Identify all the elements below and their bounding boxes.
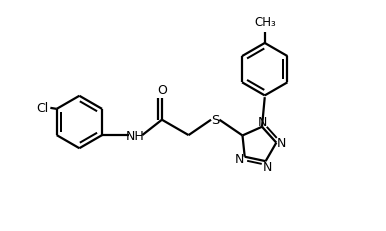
- Text: N: N: [263, 160, 272, 173]
- Text: S: S: [211, 114, 219, 127]
- Text: N: N: [276, 137, 286, 149]
- Text: Cl: Cl: [37, 102, 49, 115]
- Text: N: N: [257, 116, 267, 129]
- Text: NH: NH: [126, 129, 145, 142]
- Text: CH₃: CH₃: [254, 16, 276, 29]
- Text: N: N: [235, 152, 244, 165]
- Text: O: O: [157, 84, 167, 97]
